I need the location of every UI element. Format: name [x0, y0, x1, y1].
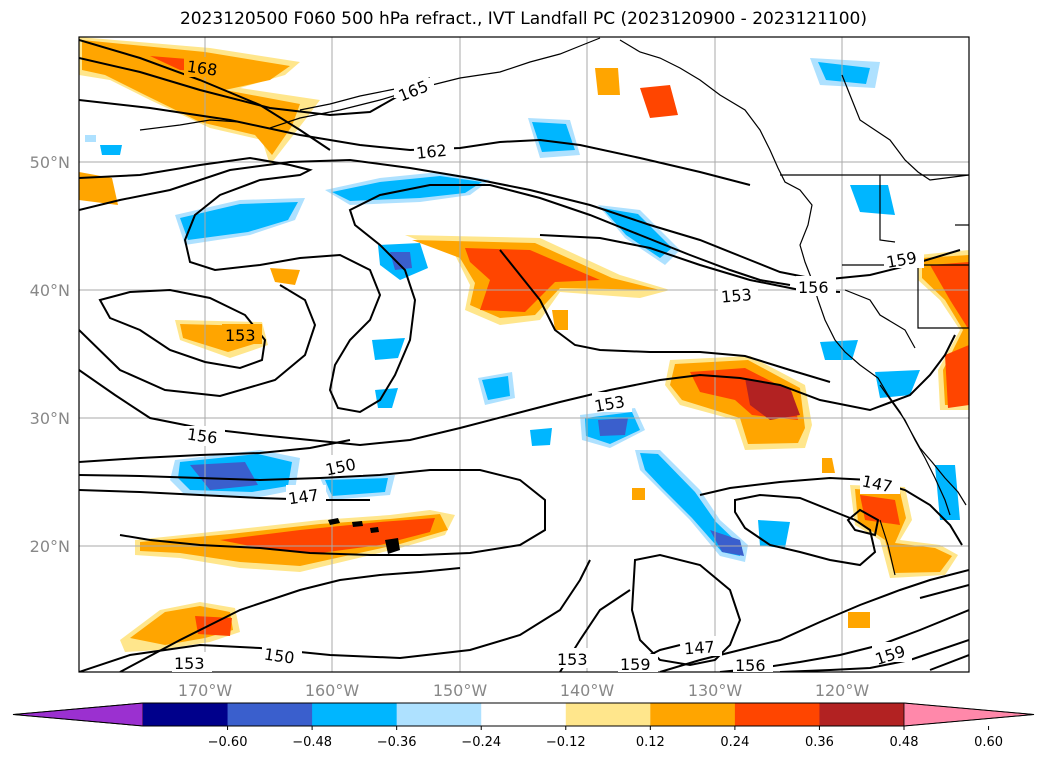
- colorbar-tick-label: 0.48: [890, 735, 919, 750]
- map-title: 2023120500 F060 500 hPa refract., IVT La…: [179, 9, 867, 29]
- lat-label-40n: 40°N: [30, 281, 70, 300]
- contour-label: 153: [225, 326, 256, 345]
- colorbar-outline: [12, 702, 1035, 727]
- contour-label: 162: [415, 141, 447, 163]
- colorbar-tick-label: 0.36: [805, 735, 834, 750]
- map-frame: [78, 36, 970, 673]
- contour-label: 159: [620, 655, 651, 674]
- hawaii-islands: [328, 518, 400, 554]
- contour-label: 147: [683, 637, 715, 658]
- colorbar-tick-label: 0.60: [974, 735, 1003, 750]
- colorbar-segment: [396, 703, 482, 726]
- lon-label-140w: 140°W: [560, 681, 615, 700]
- colorbar-extend-high: [903, 702, 1035, 727]
- colorbar-tick-label: −0.12: [546, 735, 586, 750]
- colorbar-tick-label: 0.24: [720, 735, 749, 750]
- colorbar-segment: [565, 703, 651, 726]
- colorbar-segment: [227, 703, 313, 726]
- contour-label: 147: [287, 485, 320, 508]
- coastlines: [139, 37, 969, 576]
- lat-labels: 50°N 40°N 30°N 20°N: [30, 153, 70, 556]
- negative-anomaly-fill: [85, 58, 960, 562]
- lat-label-20n: 20°N: [30, 537, 70, 556]
- contour-label: 156: [798, 278, 829, 297]
- lon-label-170w: 170°W: [178, 681, 233, 700]
- contour-label: 150: [263, 645, 296, 668]
- positive-anomaly-fill: [79, 37, 969, 652]
- lon-labels: 170°W 160°W 150°W 140°W 130°W 120°W: [178, 681, 870, 700]
- contour-labels: 168 165 162 159 156 153 153 153 156 150 …: [172, 57, 924, 675]
- graticule: [79, 37, 969, 672]
- colorbar-segment: [819, 703, 905, 726]
- colorbar-segment: [734, 703, 820, 726]
- lat-label-50n: 50°N: [30, 153, 70, 172]
- lon-label-150w: 150°W: [433, 681, 488, 700]
- contour-label: 153: [720, 285, 752, 307]
- colorbar-tick-label: −0.48: [292, 735, 332, 750]
- contour-label: 153: [557, 650, 588, 669]
- contour-label: 153: [174, 654, 205, 673]
- map-panel: [79, 37, 969, 672]
- colorbar-tick-label: −0.36: [377, 735, 417, 750]
- colorbar-tick-label: 0.12: [636, 735, 665, 750]
- contour-label: 168: [186, 57, 219, 80]
- contour-label: 156: [186, 425, 219, 448]
- lat-label-30n: 30°N: [30, 409, 70, 428]
- colorbar-tick-label: −0.24: [461, 735, 501, 750]
- lon-label-120w: 120°W: [815, 681, 870, 700]
- colorbar-segment: [481, 703, 567, 726]
- colorbar-segment: [143, 703, 229, 726]
- lon-label-130w: 130°W: [688, 681, 743, 700]
- colorbar-segment: [312, 703, 398, 726]
- lon-label-160w: 160°W: [305, 681, 360, 700]
- colorbar-tick-label: −0.60: [208, 735, 248, 750]
- colorbar-extend-low: [12, 702, 144, 727]
- contour-label: 156: [735, 656, 766, 675]
- colorbar: −0.60 −0.48 −0.36 −0.24 −0.12 0.12 0.24 0.36 0.4…: [12, 702, 1035, 750]
- colorbar-segment: [650, 703, 736, 726]
